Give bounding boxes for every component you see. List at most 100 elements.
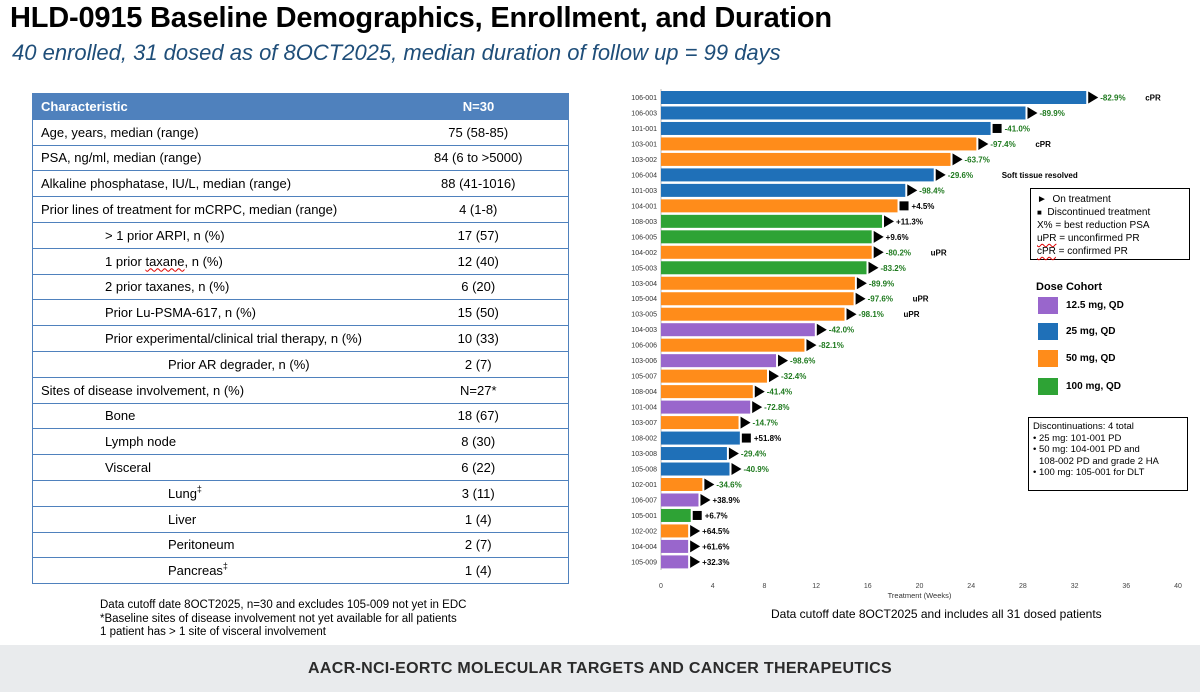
psa-change-label: -14.7% [753,419,778,428]
legend-upr-abbrev: uPR = unconfirmed PR [1037,233,1140,244]
response-label: cPR [1145,94,1161,103]
footnote-line: Data cutoff date 8OCT2025, n=30 and excl… [100,599,467,611]
on-treatment-marker [690,540,701,553]
patient-id-label: 103-004 [631,281,657,288]
patient-id-label: 101-003 [631,188,657,195]
patient-id-label: 106-005 [631,234,657,241]
page-subtitle: 40 enrolled, 31 dosed as of 8OCT2025, me… [12,40,781,65]
disc-line: Discontinuations: 4 total [1033,421,1134,432]
patient-bar [661,168,934,182]
row-value: 17 (57) [388,221,569,249]
patient-id-label: 104-002 [631,250,657,257]
patient-id-label: 104-003 [631,327,657,334]
legend-discontinued: ■ Discontinued treatment [1037,207,1151,218]
on-treatment-marker [728,447,739,460]
table-row: Prior AR degrader, n (%) 2 (7) [32,350,569,378]
table-row: Alkaline phosphatase, IU/L, median (rang… [32,170,569,198]
legend-psa-abbrev: X% = best reduction PSA [1037,220,1150,231]
on-treatment-marker [907,184,918,197]
discontinued-marker [692,510,702,520]
row-label: Prior experimental/clinical trial therap… [32,325,389,352]
patient-bar [661,555,689,569]
x-axis-label: Treatment (Weeks) [888,591,952,600]
row-label: Prior Lu-PSMA-617, n (%) [32,299,389,327]
psa-change-label: -98.1% [859,310,884,319]
row-value: 1 (4) [388,505,569,533]
footnote-line: 1 patient has > 1 site of visceral invol… [100,626,326,638]
on-treatment-marker [856,277,867,290]
patient-id-label: 108-004 [631,389,657,396]
on-treatment-marker [868,261,879,274]
on-treatment-marker [978,137,989,150]
psa-change-label: -97.6% [868,295,893,304]
row-value: 75 (58-85) [388,118,569,146]
row-label: Liver [32,505,389,533]
patient-id-label: 106-004 [631,172,657,179]
table-row: > 1 prior ARPI, n (%) 17 (57) [32,221,569,249]
patient-bar [661,338,805,352]
row-label-post: , n (%) [184,253,223,269]
row-label: PSA, ng/ml, median (range) [32,144,389,172]
table-row: Liver 1 (4) [32,505,569,533]
row-value: 88 (41-1016) [388,170,569,198]
footnote-mark: ‡ [196,483,202,494]
row-value: 84 (6 to >5000) [388,144,569,172]
on-treatment-marker [816,323,827,336]
row-label-text: Pancreas [168,563,223,579]
table-row: Sites of disease involvement, n (%) N=27… [32,376,569,404]
table-row: Age, years, median (range) 75 (58-85) [32,118,569,146]
patient-id-label: 105-004 [631,296,657,303]
square-icon: ■ [1037,208,1042,217]
footnote-line: *Baseline sites of disease involvement n… [100,612,457,625]
patient-id-label: 103-006 [631,358,657,365]
discontinued-marker [741,433,751,443]
disc-line: • 25 mg: 101-001 PD [1033,432,1122,444]
table-row: Prior experimental/clinical trial therap… [32,325,569,352]
row-value: 3 (11) [388,479,569,507]
patient-bar [661,307,845,321]
patient-bar [661,137,977,151]
row-value: 1 (4) [388,557,569,585]
patient-id-label: 103-001 [631,141,657,148]
discontinued-marker [899,201,909,211]
on-treatment-marker [754,385,765,398]
on-treatment-marker [731,463,742,476]
patient-id-label: 108-003 [631,219,657,226]
demographics-table: Characteristic N=30 Age, years, median (… [32,93,569,585]
table-row: Visceral 6 (22) [32,454,569,481]
header-characteristic: Characteristic [32,93,389,120]
psa-change-label: +64.5% [702,527,729,536]
psa-change-label: -98.4% [919,186,944,195]
patient-bar [661,199,898,213]
row-label-underlined: taxane [145,253,185,269]
response-label: uPR [931,248,947,257]
x-tick-label: 16 [864,583,872,590]
patient-bar [661,431,740,445]
on-treatment-marker [855,292,866,305]
footer-banner: AACR-NCI-EORTC MOLECULAR TARGETS AND CAN… [0,645,1200,692]
row-label: Peritoneum [32,531,389,559]
play-icon: ► [1037,194,1047,205]
patient-bar [661,400,751,414]
psa-change-label: -89.9% [1039,109,1064,118]
on-treatment-marker [778,354,789,367]
patient-id-label: 104-004 [631,544,657,551]
patient-bar [661,183,906,197]
patient-id-label: 105-001 [631,513,657,520]
row-label: Age, years, median (range) [32,118,389,146]
psa-change-label: -83.2% [881,264,906,273]
table-row: Bone 18 (67) [32,402,569,430]
table-header-row: Characteristic N=30 [32,93,569,120]
patient-id-label: 105-008 [631,467,657,474]
on-treatment-marker [740,416,751,429]
psa-change-label: -98.6% [790,357,815,366]
psa-change-label: +61.6% [702,542,729,551]
patient-bar [661,478,703,491]
psa-change-label: -89.9% [869,279,894,288]
header-n: N=30 [388,93,569,120]
patient-bar [661,230,872,244]
psa-change-label: -34.6% [716,481,741,490]
x-tick-label: 8 [762,583,766,590]
on-treatment-marker [884,215,895,228]
patient-bar [661,214,883,228]
